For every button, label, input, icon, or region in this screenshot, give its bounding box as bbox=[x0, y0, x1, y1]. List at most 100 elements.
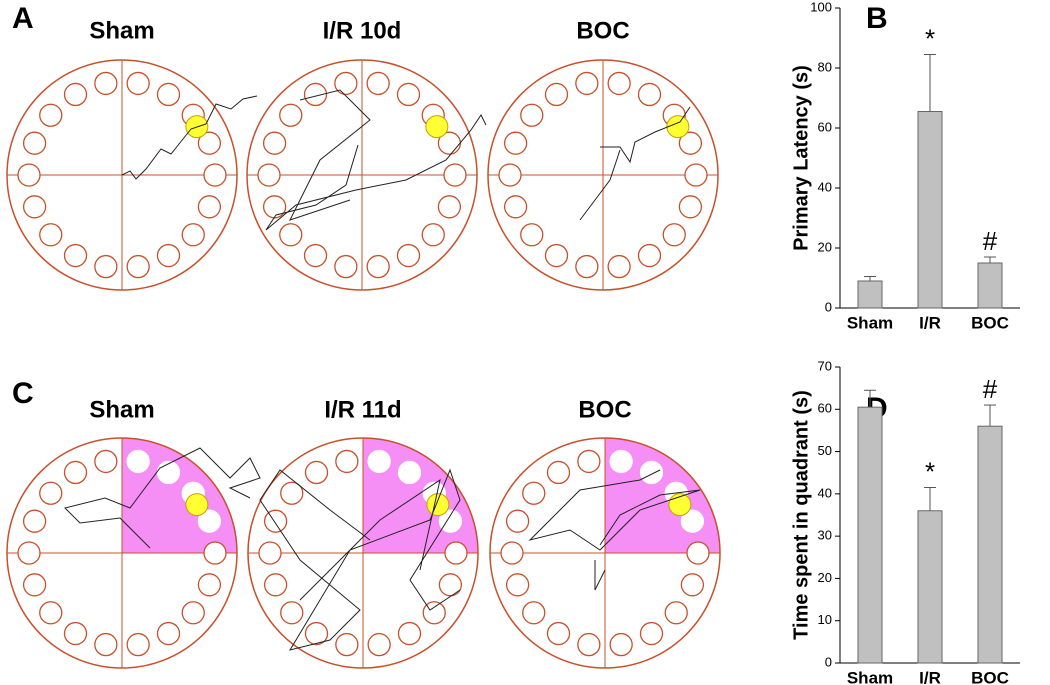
y-tick-label: 80 bbox=[818, 59, 832, 74]
escape-hole bbox=[22, 131, 47, 155]
escape-hole bbox=[546, 621, 571, 646]
escape-hole bbox=[280, 601, 304, 625]
escape-hole bbox=[257, 163, 281, 187]
escape-hole bbox=[366, 71, 390, 96]
mouse-track bbox=[121, 95, 258, 180]
mouse-track bbox=[64, 447, 261, 549]
bar bbox=[917, 510, 943, 664]
bar bbox=[917, 111, 943, 309]
escape-hole bbox=[197, 195, 222, 219]
escape-hole bbox=[334, 254, 358, 279]
escape-hole bbox=[522, 601, 546, 625]
bar bbox=[857, 406, 883, 664]
arena-title: Sham bbox=[89, 17, 154, 44]
escape-hole bbox=[367, 632, 391, 657]
escape-hole bbox=[678, 131, 703, 155]
target-hole bbox=[425, 115, 449, 139]
escape-hole bbox=[203, 163, 227, 187]
escape-hole bbox=[335, 449, 359, 474]
target-hole bbox=[426, 493, 450, 517]
significance-mark: # bbox=[983, 374, 998, 404]
arena-title: BOC bbox=[578, 396, 631, 423]
escape-hole bbox=[609, 449, 633, 474]
escape-hole bbox=[181, 601, 205, 625]
target-hole bbox=[185, 493, 209, 517]
escape-hole bbox=[680, 573, 705, 597]
arena: I/R 10d bbox=[246, 17, 487, 291]
bar-chart: 0 20 40 60 80 100 Primary Latency (s) Sham I/R * B… bbox=[790, 0, 1020, 332]
arena: BOC bbox=[489, 396, 721, 669]
escape-hole bbox=[505, 509, 530, 533]
y-tick-label: 40 bbox=[818, 485, 832, 500]
escape-hole bbox=[575, 71, 599, 96]
panel-label: B bbox=[866, 2, 888, 35]
y-tick-label: 60 bbox=[818, 119, 832, 134]
escape-hole bbox=[544, 82, 569, 107]
arena: Sham bbox=[6, 396, 261, 669]
escape-hole bbox=[39, 223, 63, 247]
escape-hole bbox=[197, 573, 222, 597]
panel-label: C bbox=[12, 377, 34, 410]
escape-hole bbox=[639, 460, 664, 485]
escape-hole bbox=[520, 223, 544, 247]
escape-hole bbox=[197, 131, 222, 155]
escape-hole bbox=[522, 481, 546, 505]
escape-hole bbox=[22, 195, 47, 219]
y-tick-label: 50 bbox=[818, 443, 832, 458]
y-tick-label: 60 bbox=[818, 401, 832, 416]
x-tick-label: BOC bbox=[971, 668, 1009, 685]
escape-hole bbox=[503, 131, 528, 155]
escape-hole bbox=[500, 541, 524, 565]
escape-hole bbox=[22, 573, 47, 597]
x-tick-label: I/R bbox=[919, 313, 941, 332]
bar bbox=[977, 425, 1003, 664]
escape-hole bbox=[156, 460, 181, 485]
arenas: Sham I/R 10d BOC Sham I/R 11d BOC bbox=[6, 17, 721, 669]
x-tick-label: Sham bbox=[847, 313, 893, 332]
escape-hole bbox=[304, 460, 329, 485]
x-tick-label: BOC bbox=[971, 313, 1009, 332]
y-tick-label: 20 bbox=[818, 570, 832, 585]
bar-chart: 0 10 20 30 40 50 60 70 Time spent in quadrant (s… bbox=[790, 358, 1020, 685]
x-tick-label: Sham bbox=[847, 668, 893, 685]
escape-hole bbox=[438, 509, 463, 533]
escape-hole bbox=[637, 82, 662, 107]
escape-hole bbox=[126, 254, 150, 279]
escape-hole bbox=[63, 82, 88, 107]
escape-hole bbox=[203, 541, 227, 565]
significance-mark: # bbox=[983, 226, 998, 256]
escape-hole bbox=[421, 223, 445, 247]
escape-hole bbox=[126, 71, 150, 96]
escape-hole bbox=[397, 621, 422, 646]
escape-hole bbox=[304, 621, 329, 646]
escape-hole bbox=[94, 632, 118, 657]
escape-hole bbox=[498, 163, 522, 187]
escape-hole bbox=[639, 621, 664, 646]
mouse-track bbox=[528, 469, 701, 591]
escape-hole bbox=[39, 481, 63, 505]
escape-hole bbox=[22, 509, 47, 533]
escape-hole bbox=[396, 243, 421, 268]
escape-hole bbox=[607, 254, 631, 279]
escape-hole bbox=[396, 82, 421, 107]
mouse-track bbox=[265, 89, 487, 231]
x-tick-label: I/R bbox=[919, 668, 941, 685]
significance-mark: * bbox=[925, 23, 935, 53]
escape-hole bbox=[156, 621, 181, 646]
escape-hole bbox=[335, 632, 359, 657]
escape-hole bbox=[366, 254, 390, 279]
y-tick-label: 30 bbox=[818, 528, 832, 543]
escape-hole bbox=[197, 509, 222, 533]
mouse-track bbox=[579, 106, 691, 221]
y-tick-label: 70 bbox=[818, 358, 832, 373]
escape-hole bbox=[678, 195, 703, 219]
escape-hole bbox=[686, 541, 710, 565]
escape-hole bbox=[664, 601, 688, 625]
escape-hole bbox=[684, 163, 708, 187]
arena: I/R 11d bbox=[247, 396, 479, 669]
escape-hole bbox=[662, 223, 686, 247]
escape-hole bbox=[544, 243, 569, 268]
panel-label: A bbox=[12, 2, 34, 35]
escape-hole bbox=[126, 632, 150, 657]
escape-hole bbox=[279, 103, 303, 127]
